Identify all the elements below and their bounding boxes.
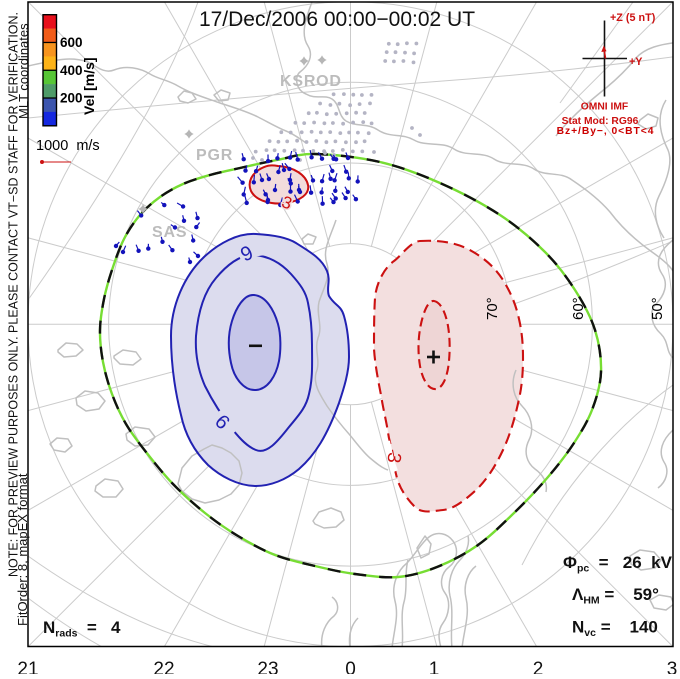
svg-text:200: 200 [60,91,83,106]
svg-text:Bz+/By−, 0<BT<4: Bz+/By−, 0<BT<4 [557,126,655,137]
svg-text:PGR: PGR [196,147,233,164]
svg-text:+Y: +Y [629,56,643,68]
svg-text:SAS: SAS [152,224,187,241]
svg-text:FitOrder: 8, mapEX format: FitOrder: 8, mapEX format [15,473,30,626]
svg-text:70°: 70° [484,297,501,320]
svg-text:Vel [m/s]: Vel [m/s] [81,57,97,115]
svg-text:MLT coordinates: MLT coordinates [16,23,31,119]
svg-text:0: 0 [345,659,356,674]
svg-text:OMNI IMF: OMNI IMF [581,102,628,113]
svg-text:21: 21 [17,659,38,674]
svg-text:17/Dec/2006 00:00−00:02 UT: 17/Dec/2006 00:00−00:02 UT [199,8,475,31]
svg-text:1: 1 [429,659,440,674]
svg-text:+Z (5 nT): +Z (5 nT) [610,12,656,24]
svg-text:400: 400 [60,63,83,78]
svg-text:22: 22 [153,659,174,674]
svg-text:60°: 60° [570,297,587,320]
svg-text:2: 2 [533,659,544,674]
svg-text:KSROD: KSROD [280,73,342,90]
svg-text:50°: 50° [649,297,666,320]
svg-text:3: 3 [667,659,678,674]
svg-text:Nrads = 4: Nrads = 4 [43,618,121,640]
svg-text:23: 23 [257,659,278,674]
svg-text:600: 600 [60,35,83,50]
svg-text:1000 m/s: 1000 m/s [36,138,100,154]
